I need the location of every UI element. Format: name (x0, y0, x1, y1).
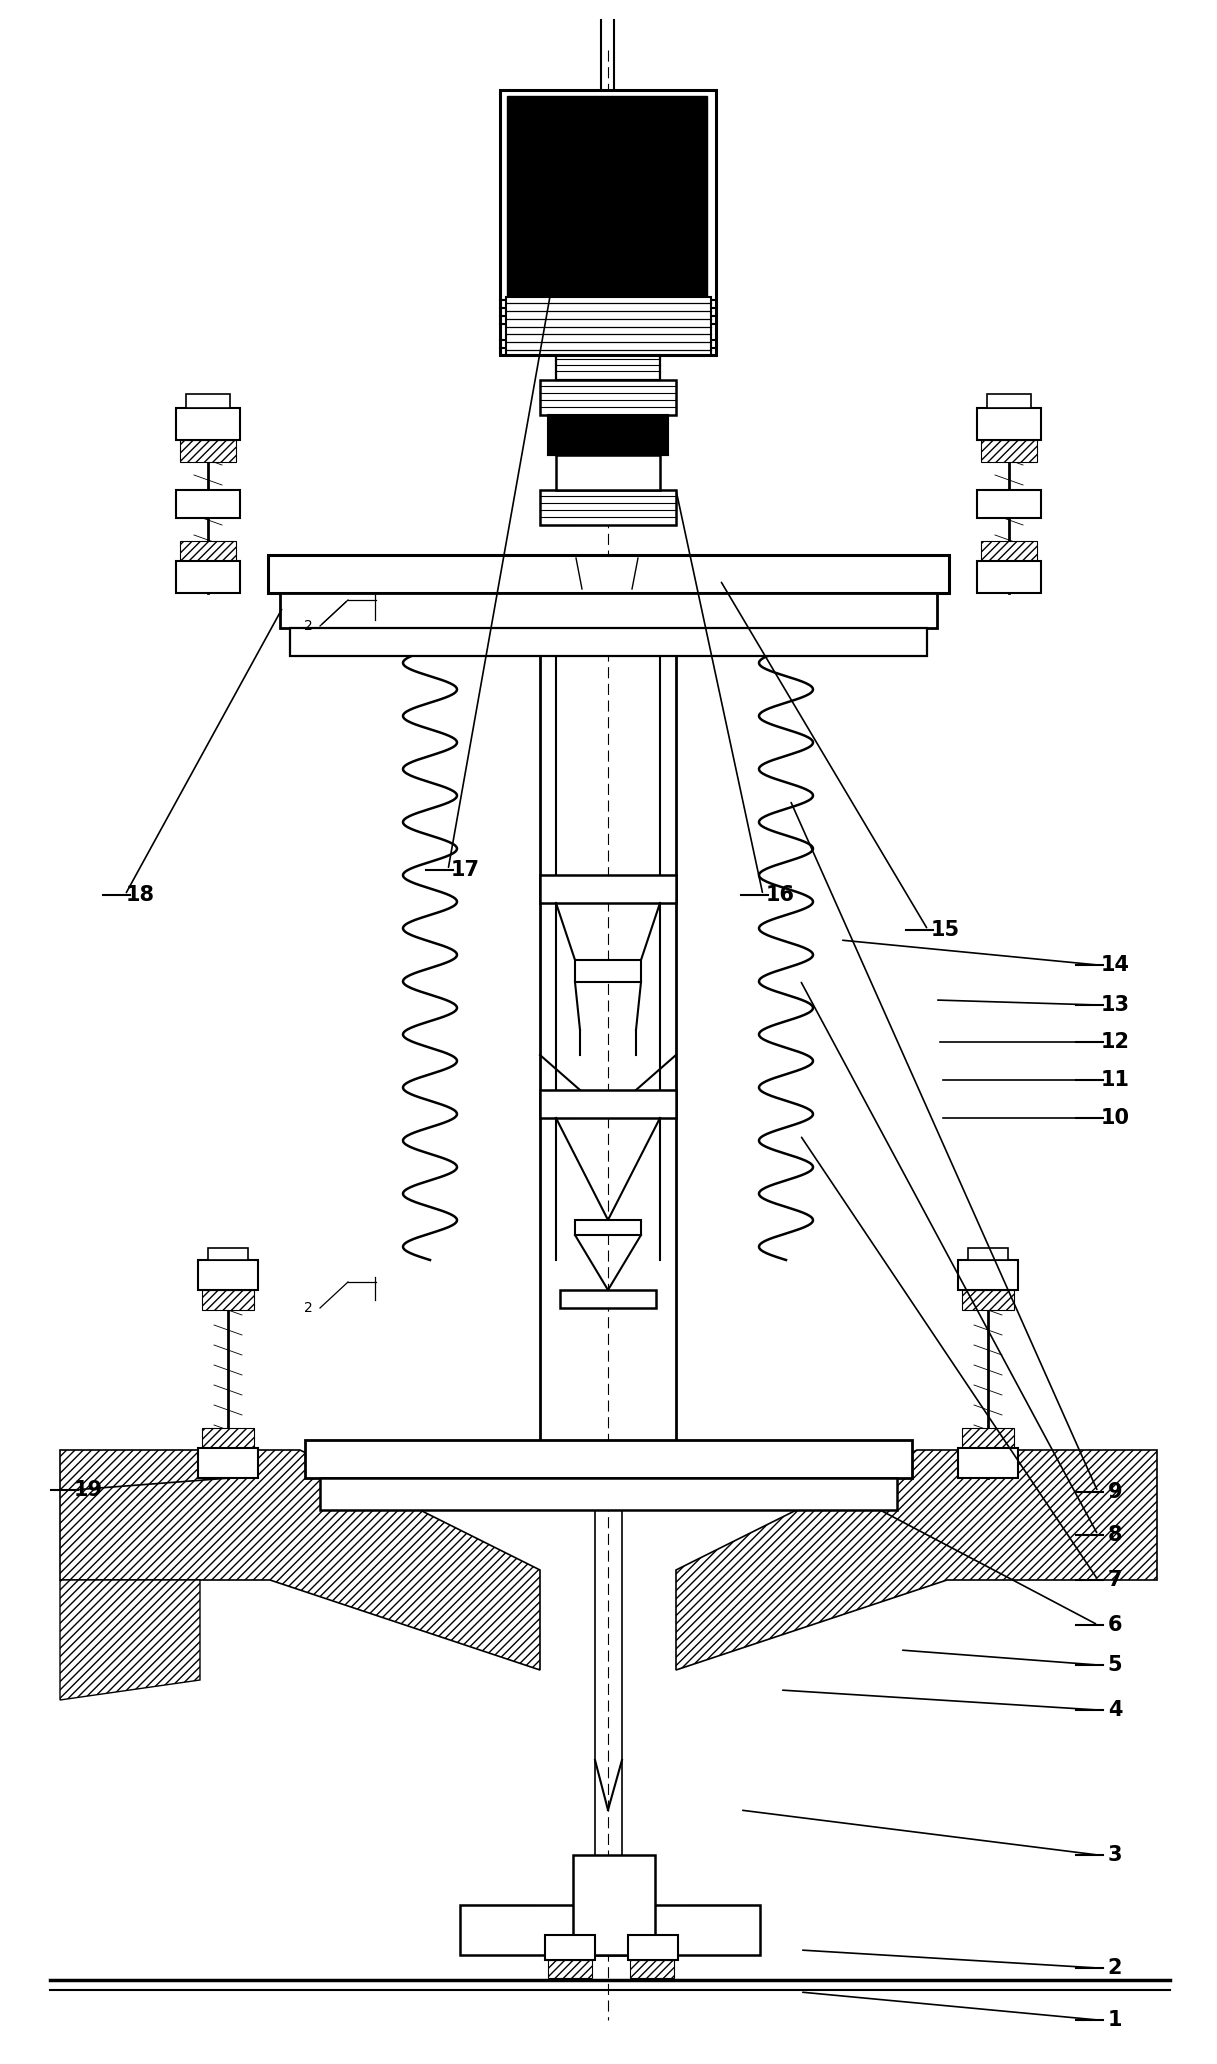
Text: 10: 10 (1100, 1108, 1129, 1129)
Bar (540, 380, 675, 415)
Text: 19: 19 (73, 1480, 102, 1501)
Bar (548, 415, 668, 454)
Bar (280, 592, 937, 627)
Bar (560, 1290, 584, 1309)
Bar (981, 541, 1037, 561)
Text: 2: 2 (1107, 1959, 1122, 1977)
Text: 11: 11 (1100, 1069, 1129, 1090)
Bar (305, 1441, 912, 1478)
Text: 5: 5 (1107, 1655, 1122, 1676)
Bar (977, 489, 1041, 518)
Bar (268, 555, 408, 592)
Bar (641, 875, 675, 904)
Bar (961, 1290, 1014, 1311)
Bar (630, 1961, 674, 1977)
Polygon shape (60, 1451, 540, 1670)
Bar (180, 541, 236, 561)
Bar (268, 555, 949, 592)
Bar (320, 1478, 420, 1511)
Text: 3: 3 (1107, 1845, 1122, 1866)
Bar (198, 1449, 258, 1478)
Bar (797, 1478, 897, 1511)
Text: 1: 1 (1107, 2010, 1122, 2031)
Bar (507, 97, 707, 305)
Text: 12: 12 (1100, 1032, 1129, 1053)
Bar (809, 555, 949, 592)
Bar (685, 1905, 759, 1955)
Bar (560, 1290, 656, 1309)
Bar (176, 409, 240, 440)
Bar (460, 1905, 759, 1955)
Bar (500, 91, 716, 355)
Bar (573, 1856, 655, 1955)
Bar (176, 561, 240, 592)
Bar (202, 1428, 254, 1449)
Bar (573, 1856, 593, 1955)
Polygon shape (60, 1581, 200, 1701)
Bar (540, 875, 675, 904)
Text: 4: 4 (1107, 1701, 1122, 1719)
Bar (641, 489, 675, 524)
Bar (176, 489, 240, 518)
Bar (305, 1441, 420, 1478)
Bar (961, 1428, 1014, 1449)
Bar (958, 1449, 1017, 1478)
Bar (548, 1961, 591, 1977)
Text: 9: 9 (1107, 1482, 1122, 1503)
Text: 15: 15 (931, 921, 959, 939)
Bar (626, 960, 641, 982)
Bar (635, 1856, 655, 1955)
Bar (540, 489, 574, 524)
Text: 7: 7 (1107, 1571, 1122, 1589)
Bar (817, 592, 937, 627)
Bar (202, 1290, 254, 1311)
Bar (186, 394, 230, 409)
Text: 14: 14 (1100, 956, 1129, 974)
Bar (632, 1290, 656, 1309)
Text: 8: 8 (1107, 1525, 1122, 1546)
Bar (540, 875, 574, 904)
Bar (320, 1478, 897, 1511)
Bar (977, 409, 1041, 440)
Bar (977, 561, 1041, 592)
Bar (981, 440, 1037, 462)
Polygon shape (675, 1451, 1157, 1670)
Bar (280, 592, 400, 627)
Bar (958, 1259, 1017, 1290)
Bar (987, 394, 1031, 409)
Text: 16: 16 (765, 885, 795, 904)
Bar (540, 1090, 675, 1119)
Bar (574, 960, 641, 982)
Bar (290, 627, 927, 656)
Bar (540, 489, 675, 524)
Text: 2: 2 (303, 619, 313, 634)
Bar (556, 454, 660, 489)
Bar (540, 1090, 574, 1119)
Bar (641, 1090, 675, 1119)
Bar (540, 380, 574, 415)
Bar (628, 1936, 678, 1961)
Bar (180, 440, 236, 462)
Text: 18: 18 (125, 885, 155, 904)
Bar (574, 1220, 641, 1234)
Bar (460, 1905, 535, 1955)
Text: 2: 2 (303, 1300, 313, 1315)
Bar (797, 1441, 912, 1478)
Bar (968, 1249, 1008, 1259)
Bar (641, 380, 675, 415)
Text: 13: 13 (1100, 995, 1129, 1015)
Bar (545, 1936, 595, 1961)
Bar (208, 1249, 248, 1259)
Bar (506, 297, 711, 355)
Text: 17: 17 (450, 861, 479, 879)
Bar (556, 355, 660, 380)
Bar (198, 1259, 258, 1290)
Text: 6: 6 (1107, 1614, 1122, 1635)
Bar (574, 960, 591, 982)
